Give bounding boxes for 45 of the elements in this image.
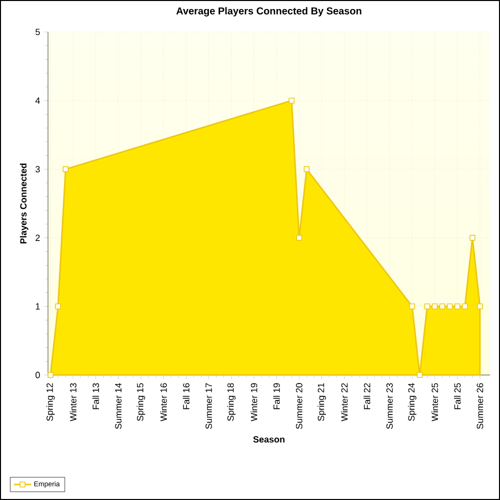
y-axis-title: Players Connected (20, 164, 28, 244)
x-tick-label: Winter 22 (341, 383, 348, 422)
x-tick-label: Fall 25 (454, 383, 461, 410)
y-tick-label: 3 (36, 166, 40, 172)
x-tick-label: Fall 16 (182, 383, 190, 410)
point (48, 372, 54, 378)
y-tick-label: 4 (35, 98, 40, 104)
x-tick-label: Summer 17 (206, 383, 212, 429)
x-axis-title: Season (253, 436, 284, 443)
point (477, 304, 483, 310)
x-tick-label: Winter 13 (70, 383, 76, 422)
x-tick-label: Winter 16 (160, 383, 167, 422)
point (454, 304, 460, 310)
y-tick-label: 5 (36, 28, 40, 36)
x-tick-label: Spring 24 (408, 383, 416, 421)
point (470, 234, 476, 241)
x-tick-label: Spring 18 (227, 383, 236, 421)
x-tick-label: Spring 21 (318, 383, 326, 421)
point (432, 304, 438, 310)
point (55, 304, 61, 310)
x-tick-label: Summer 14 (115, 383, 122, 429)
x-tick-label: Spring 15 (136, 383, 146, 421)
y-tick-label: 0 (36, 372, 40, 378)
x-tick-label: Fall 19 (273, 383, 280, 410)
x-tick-label: Summer 23 (386, 383, 393, 429)
x-tick-label: Fall 22 (364, 383, 370, 410)
x-tick-label: Summer 20 (296, 383, 302, 429)
point (446, 304, 453, 310)
point (439, 304, 446, 310)
point (62, 166, 68, 172)
point (416, 372, 423, 378)
point (424, 304, 430, 310)
point (296, 234, 302, 241)
x-tick-label: Summer 26 (476, 383, 484, 429)
y-tick-label: 1 (36, 303, 40, 310)
point (462, 304, 468, 310)
y-tick-label: 2 (36, 234, 40, 241)
x-tick-label: Winter 19 (250, 383, 258, 422)
chart-title: Average Players Connected By Season (176, 7, 362, 16)
point (304, 166, 310, 172)
x-tick-label: Spring 12 (46, 383, 55, 421)
x-tick-label: Winter 25 (431, 383, 438, 422)
point (288, 98, 295, 104)
point (409, 304, 416, 310)
x-tick-label: Fall 13 (92, 383, 100, 410)
